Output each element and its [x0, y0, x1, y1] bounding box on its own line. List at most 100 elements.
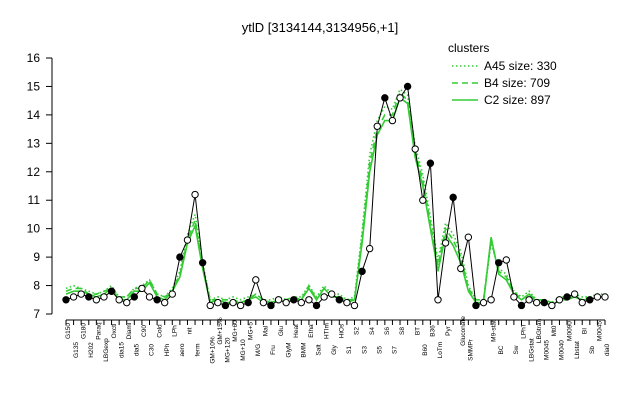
- data-point: [183, 236, 192, 244]
- data-point: [578, 298, 586, 307]
- data-point: [510, 293, 518, 301]
- data-point: [69, 293, 78, 301]
- data-point: [411, 145, 419, 153]
- data-point: [495, 259, 503, 267]
- data-point: [502, 256, 511, 264]
- x-tick-label: LPh: [172, 325, 179, 337]
- data-point: [555, 296, 564, 304]
- x-tick-label: Gly: [331, 344, 338, 355]
- data-point: [365, 244, 374, 253]
- y-tick-label: 13: [27, 136, 41, 150]
- data-point: [358, 267, 366, 276]
- x-tick-label: Mal: [263, 325, 270, 336]
- series-line: [65, 90, 605, 304]
- x-tick-label: C90: [141, 325, 148, 337]
- data-point: [214, 298, 222, 307]
- x-tick-label: Pyr: [445, 325, 452, 336]
- x-tick-label: GM+10%: [209, 336, 216, 363]
- legend-label: C2 size: 897: [484, 93, 551, 107]
- data-point: [479, 298, 488, 307]
- x-tick-label: dia0: [604, 343, 611, 356]
- x-tick-label: HPh: [164, 343, 171, 356]
- x-tick-label: S2: [354, 327, 361, 335]
- x-tick-label: ferm: [194, 344, 201, 357]
- data-point: [77, 290, 85, 298]
- x-tick-label: LBGexp: [103, 338, 110, 362]
- x-tick-label: Salt: [316, 344, 323, 355]
- y-tick-label: 9: [33, 250, 40, 264]
- data-point: [419, 196, 427, 204]
- data-point: [198, 259, 207, 267]
- data-point: [601, 293, 609, 301]
- x-tick-label: S5: [376, 346, 383, 354]
- x-tick-label: M0090: [566, 321, 573, 341]
- x-tick-label: MG+60: [232, 320, 239, 342]
- x-tick-label: dia5: [134, 343, 141, 356]
- data-point: [130, 293, 139, 301]
- data-point: [532, 298, 541, 307]
- x-tick-label: B36: [430, 325, 437, 337]
- legend-title: clusters: [448, 41, 489, 55]
- x-tick-label: MG+120: [225, 337, 232, 362]
- x-tick-label: MG+10: [240, 339, 247, 361]
- x-tick-label: dia15: [118, 342, 125, 358]
- x-tick-label: Mt0: [551, 325, 558, 336]
- data-point: [593, 293, 602, 301]
- data-point: [168, 290, 176, 298]
- x-tick-label: Fru: [270, 345, 277, 355]
- data-point: [457, 264, 465, 273]
- data-point: [259, 298, 268, 307]
- data-point: [312, 301, 321, 310]
- x-tick-label: M0045: [543, 340, 550, 360]
- y-tick-label: 10: [27, 222, 41, 236]
- data-point: [191, 190, 199, 199]
- data-point: [267, 301, 275, 310]
- x-tick-label: Etha: [308, 324, 315, 338]
- x-tick-label: LoTm: [437, 342, 444, 359]
- y-tick-label: 14: [27, 108, 41, 122]
- x-tick-label: LPhT: [521, 323, 528, 339]
- data-point: [328, 290, 336, 298]
- x-tick-label: GlyM: [285, 342, 292, 357]
- y-tick-label: 7: [33, 307, 40, 321]
- data-point: [449, 193, 457, 202]
- data-point: [107, 287, 116, 295]
- x-tick-label: Gluconate: [460, 316, 467, 346]
- x-tick-label: M0045: [597, 321, 604, 341]
- y-tick-label: 15: [27, 79, 41, 93]
- data-point: [563, 293, 571, 301]
- data-point: [229, 298, 237, 307]
- data-point: [252, 276, 260, 284]
- data-point: [548, 301, 556, 310]
- data-point: [282, 298, 290, 307]
- data-point: [85, 293, 93, 301]
- data-point: [540, 298, 548, 307]
- data-point: [464, 233, 473, 241]
- x-tick-label: GM+15%: [217, 317, 224, 344]
- data-point: [373, 122, 381, 130]
- data-point: [396, 94, 404, 102]
- x-tick-label: S7: [392, 346, 399, 354]
- x-tick-label: S6: [384, 327, 391, 335]
- x-tick-label: H202: [88, 342, 95, 358]
- x-tick-label: Heat: [293, 324, 300, 338]
- data-point: [570, 290, 579, 298]
- data-point: [297, 298, 306, 307]
- x-tick-label: MG+5: [247, 322, 254, 340]
- x-tick-label: S8: [399, 327, 406, 335]
- data-point: [487, 296, 495, 304]
- x-tick-label: Sw: [513, 345, 520, 354]
- x-tick-label: Lbstat: [574, 341, 581, 359]
- x-tick-label: S4: [369, 327, 376, 335]
- data-point: [381, 94, 389, 102]
- data-point: [320, 293, 328, 301]
- y-tick-label: 12: [27, 165, 41, 179]
- data-point: [525, 296, 533, 304]
- series-line: [65, 88, 605, 304]
- data-point: [434, 296, 442, 304]
- x-tick-label: G180: [80, 323, 87, 339]
- x-tick-label: BT: [414, 327, 421, 335]
- x-tick-label: HTIm: [323, 323, 330, 339]
- data-point: [62, 296, 70, 304]
